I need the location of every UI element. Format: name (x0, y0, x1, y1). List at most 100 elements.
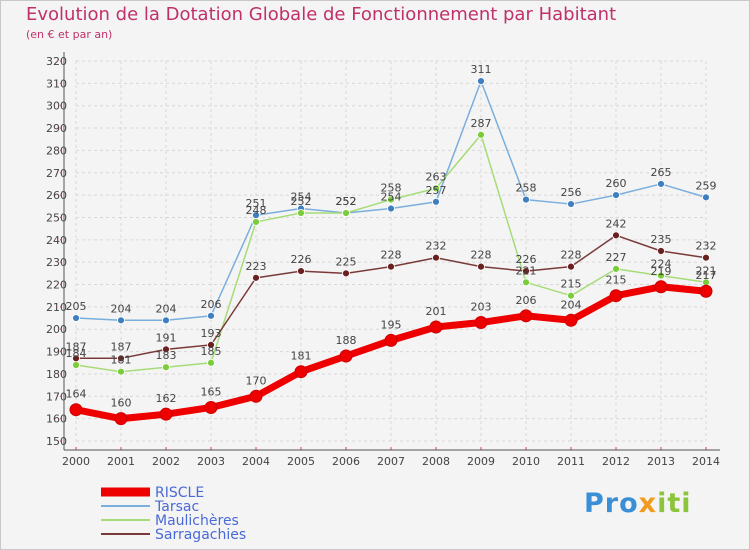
y-tick-label: 290 (46, 122, 67, 135)
y-tick-label: 320 (46, 55, 67, 68)
data-point (159, 407, 173, 421)
data-point (654, 280, 668, 294)
data-point (204, 400, 218, 414)
x-tick-label: 2006 (332, 455, 360, 468)
y-tick-label: 180 (46, 368, 67, 381)
data-point (567, 291, 575, 300)
data-point (477, 130, 485, 139)
y-tick-label: 210 (46, 301, 67, 314)
data-label: 201 (426, 305, 447, 318)
data-label: 187 (66, 340, 87, 353)
y-tick-label: 160 (46, 413, 67, 426)
data-point (207, 311, 215, 320)
series-lines (69, 77, 713, 426)
data-point (114, 412, 128, 426)
x-tick-label: 2004 (242, 455, 270, 468)
data-label: 228 (561, 249, 582, 262)
x-tick-label: 2005 (287, 455, 315, 468)
data-point (294, 365, 308, 379)
y-tick-label: 200 (46, 323, 67, 336)
data-label: 235 (651, 233, 672, 246)
data-point (567, 262, 575, 271)
data-label: 203 (471, 301, 492, 314)
data-point (342, 269, 350, 278)
data-label: 181 (111, 354, 132, 367)
data-label: 204 (561, 298, 582, 311)
data-label: 256 (561, 186, 582, 199)
data-label: 204 (111, 302, 132, 315)
legend-label: RISCLE (155, 485, 204, 501)
x-tick-label: 2002 (152, 455, 180, 468)
data-label: 160 (111, 397, 132, 410)
data-label: 217 (696, 269, 717, 282)
data-label: 206 (516, 294, 537, 307)
data-label: 170 (246, 374, 267, 387)
data-label: 263 (426, 170, 447, 183)
data-label: 205 (66, 300, 87, 313)
data-label: 258 (516, 182, 537, 195)
data-point (702, 253, 710, 262)
x-tick-label: 2008 (422, 455, 450, 468)
data-label: 228 (471, 249, 492, 262)
data-point (699, 284, 713, 298)
data-point (702, 193, 710, 202)
data-label: 287 (471, 117, 492, 130)
data-point (567, 200, 575, 208)
legend-label: Tarsac (154, 499, 199, 515)
x-tick-label: 2013 (647, 455, 675, 468)
data-point (657, 271, 665, 280)
data-label: 252 (291, 195, 312, 208)
data-point (522, 278, 530, 287)
data-label: 252 (336, 195, 357, 208)
data-label: 257 (426, 184, 447, 197)
data-label: 215 (606, 274, 627, 287)
data-label: 251 (246, 197, 267, 210)
data-label: 224 (651, 258, 672, 271)
y-tick-label: 250 (46, 211, 67, 224)
data-label: 258 (381, 182, 402, 195)
chart-subtitle: (en € et par an) (26, 28, 113, 41)
data-label: 184 (66, 347, 87, 360)
data-label: 254 (291, 191, 312, 204)
data-point (117, 367, 125, 376)
data-label: 232 (696, 240, 717, 253)
axes: 150 160 170 180 190 200 210 220 230 240 250 260 270 2… (46, 52, 720, 468)
data-point (564, 313, 578, 327)
data-label: 164 (66, 388, 87, 401)
data-label: 242 (606, 217, 627, 230)
data-point (432, 197, 440, 206)
legend-label: Maulichères (155, 513, 239, 529)
data-label: 260 (606, 177, 627, 190)
y-tick-label: 220 (46, 279, 67, 292)
data-label: 265 (651, 166, 672, 179)
data-point (297, 267, 305, 276)
data-point (432, 253, 440, 262)
data-label: 223 (246, 260, 267, 273)
plot-area (76, 61, 706, 441)
data-label: 221 (696, 264, 717, 277)
data-point (252, 273, 260, 282)
data-point (72, 361, 80, 369)
data-point (162, 316, 170, 325)
x-tick-label: 2001 (107, 455, 135, 468)
y-tick-label: 260 (46, 189, 67, 202)
data-point (522, 195, 530, 204)
x-tick-label: 2007 (377, 455, 405, 468)
data-point (384, 333, 398, 347)
x-tick-label: 2009 (467, 455, 495, 468)
data-point (387, 195, 395, 204)
data-label: 188 (336, 334, 357, 347)
data-point (162, 345, 170, 354)
data-point (477, 77, 485, 86)
data-label: 181 (291, 350, 312, 363)
data-point (72, 354, 80, 363)
data-label: 226 (291, 253, 312, 266)
data-label: 185 (201, 345, 222, 358)
data-point (474, 316, 488, 330)
data-label: 204 (156, 302, 177, 315)
data-point (252, 218, 260, 226)
proxiti-logo: Proxiti (584, 488, 692, 519)
data-label: 187 (111, 340, 132, 353)
data-point (207, 358, 215, 367)
